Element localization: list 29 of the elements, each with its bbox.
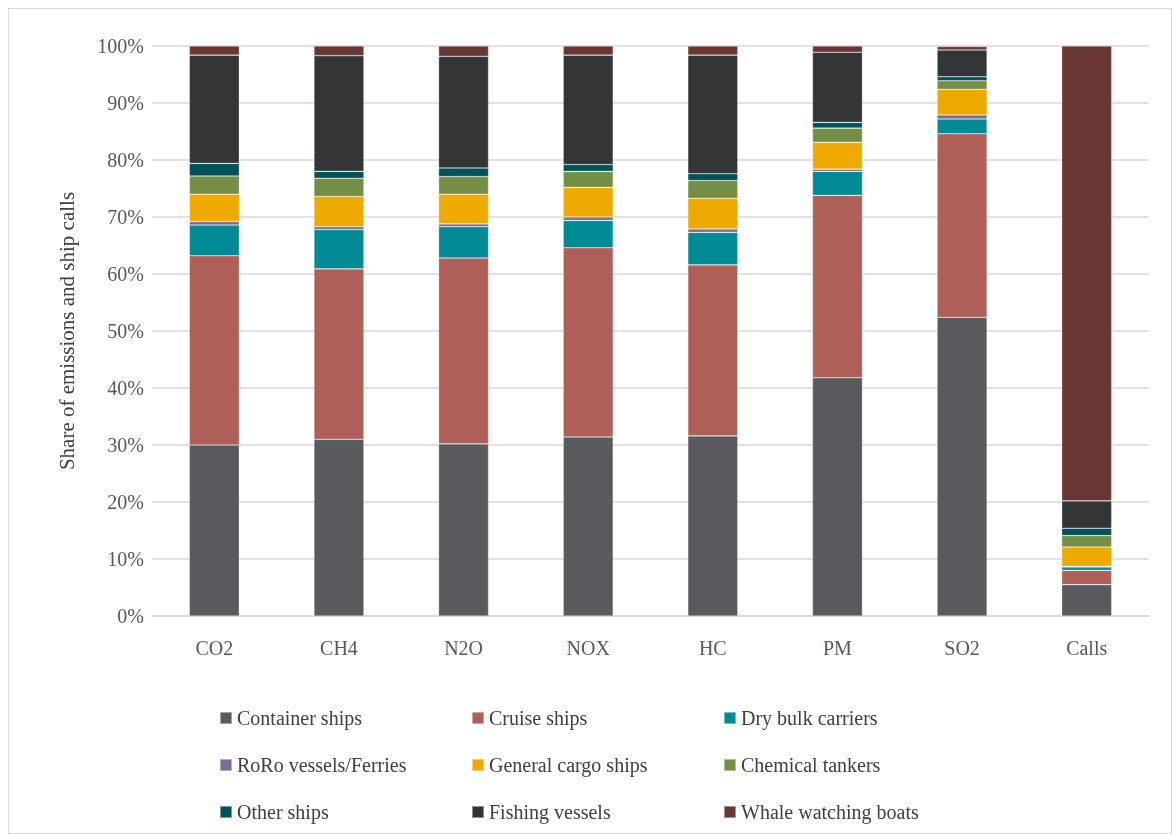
x-tick-label: N2O	[444, 637, 484, 659]
legend-label: Whale watching boats	[741, 801, 919, 824]
y-tick-label: 10%	[107, 548, 144, 570]
y-tick-label: 30%	[107, 434, 144, 456]
legend-label: Container ships	[237, 707, 363, 730]
x-tick-label: Calls	[1066, 637, 1108, 659]
y-tick-label: 20%	[107, 491, 144, 513]
legend-label: Cruise ships	[489, 707, 588, 730]
y-tick-label: 70%	[107, 206, 144, 228]
legend-label: Chemical tankers	[741, 754, 881, 776]
x-tick-label: NOX	[566, 637, 611, 659]
x-tick-label: SO2	[944, 637, 980, 659]
y-tick-label: 80%	[107, 149, 144, 171]
y-tick-label: 60%	[107, 263, 144, 285]
y-axis-title: Share of emissions and ship calls	[54, 191, 79, 471]
legend-label: General cargo ships	[489, 754, 648, 777]
y-tick-label: 40%	[107, 377, 144, 399]
legend-label: Other ships	[237, 801, 329, 824]
x-tick-label: HC	[698, 637, 727, 659]
y-tick-label: 50%	[107, 320, 144, 342]
legend-label: Fishing vessels	[489, 801, 611, 824]
x-tick-label: CO2	[195, 637, 234, 659]
y-tick-label: 100%	[97, 35, 144, 57]
x-tick-label: CH4	[320, 637, 358, 659]
x-tick-label: PM	[822, 637, 853, 659]
y-tick-label: 0%	[117, 605, 144, 627]
legend-label: RoRo vessels/Ferries	[237, 754, 407, 776]
y-tick-label: 90%	[107, 92, 144, 114]
legend-label: Dry bulk carriers	[741, 707, 878, 730]
